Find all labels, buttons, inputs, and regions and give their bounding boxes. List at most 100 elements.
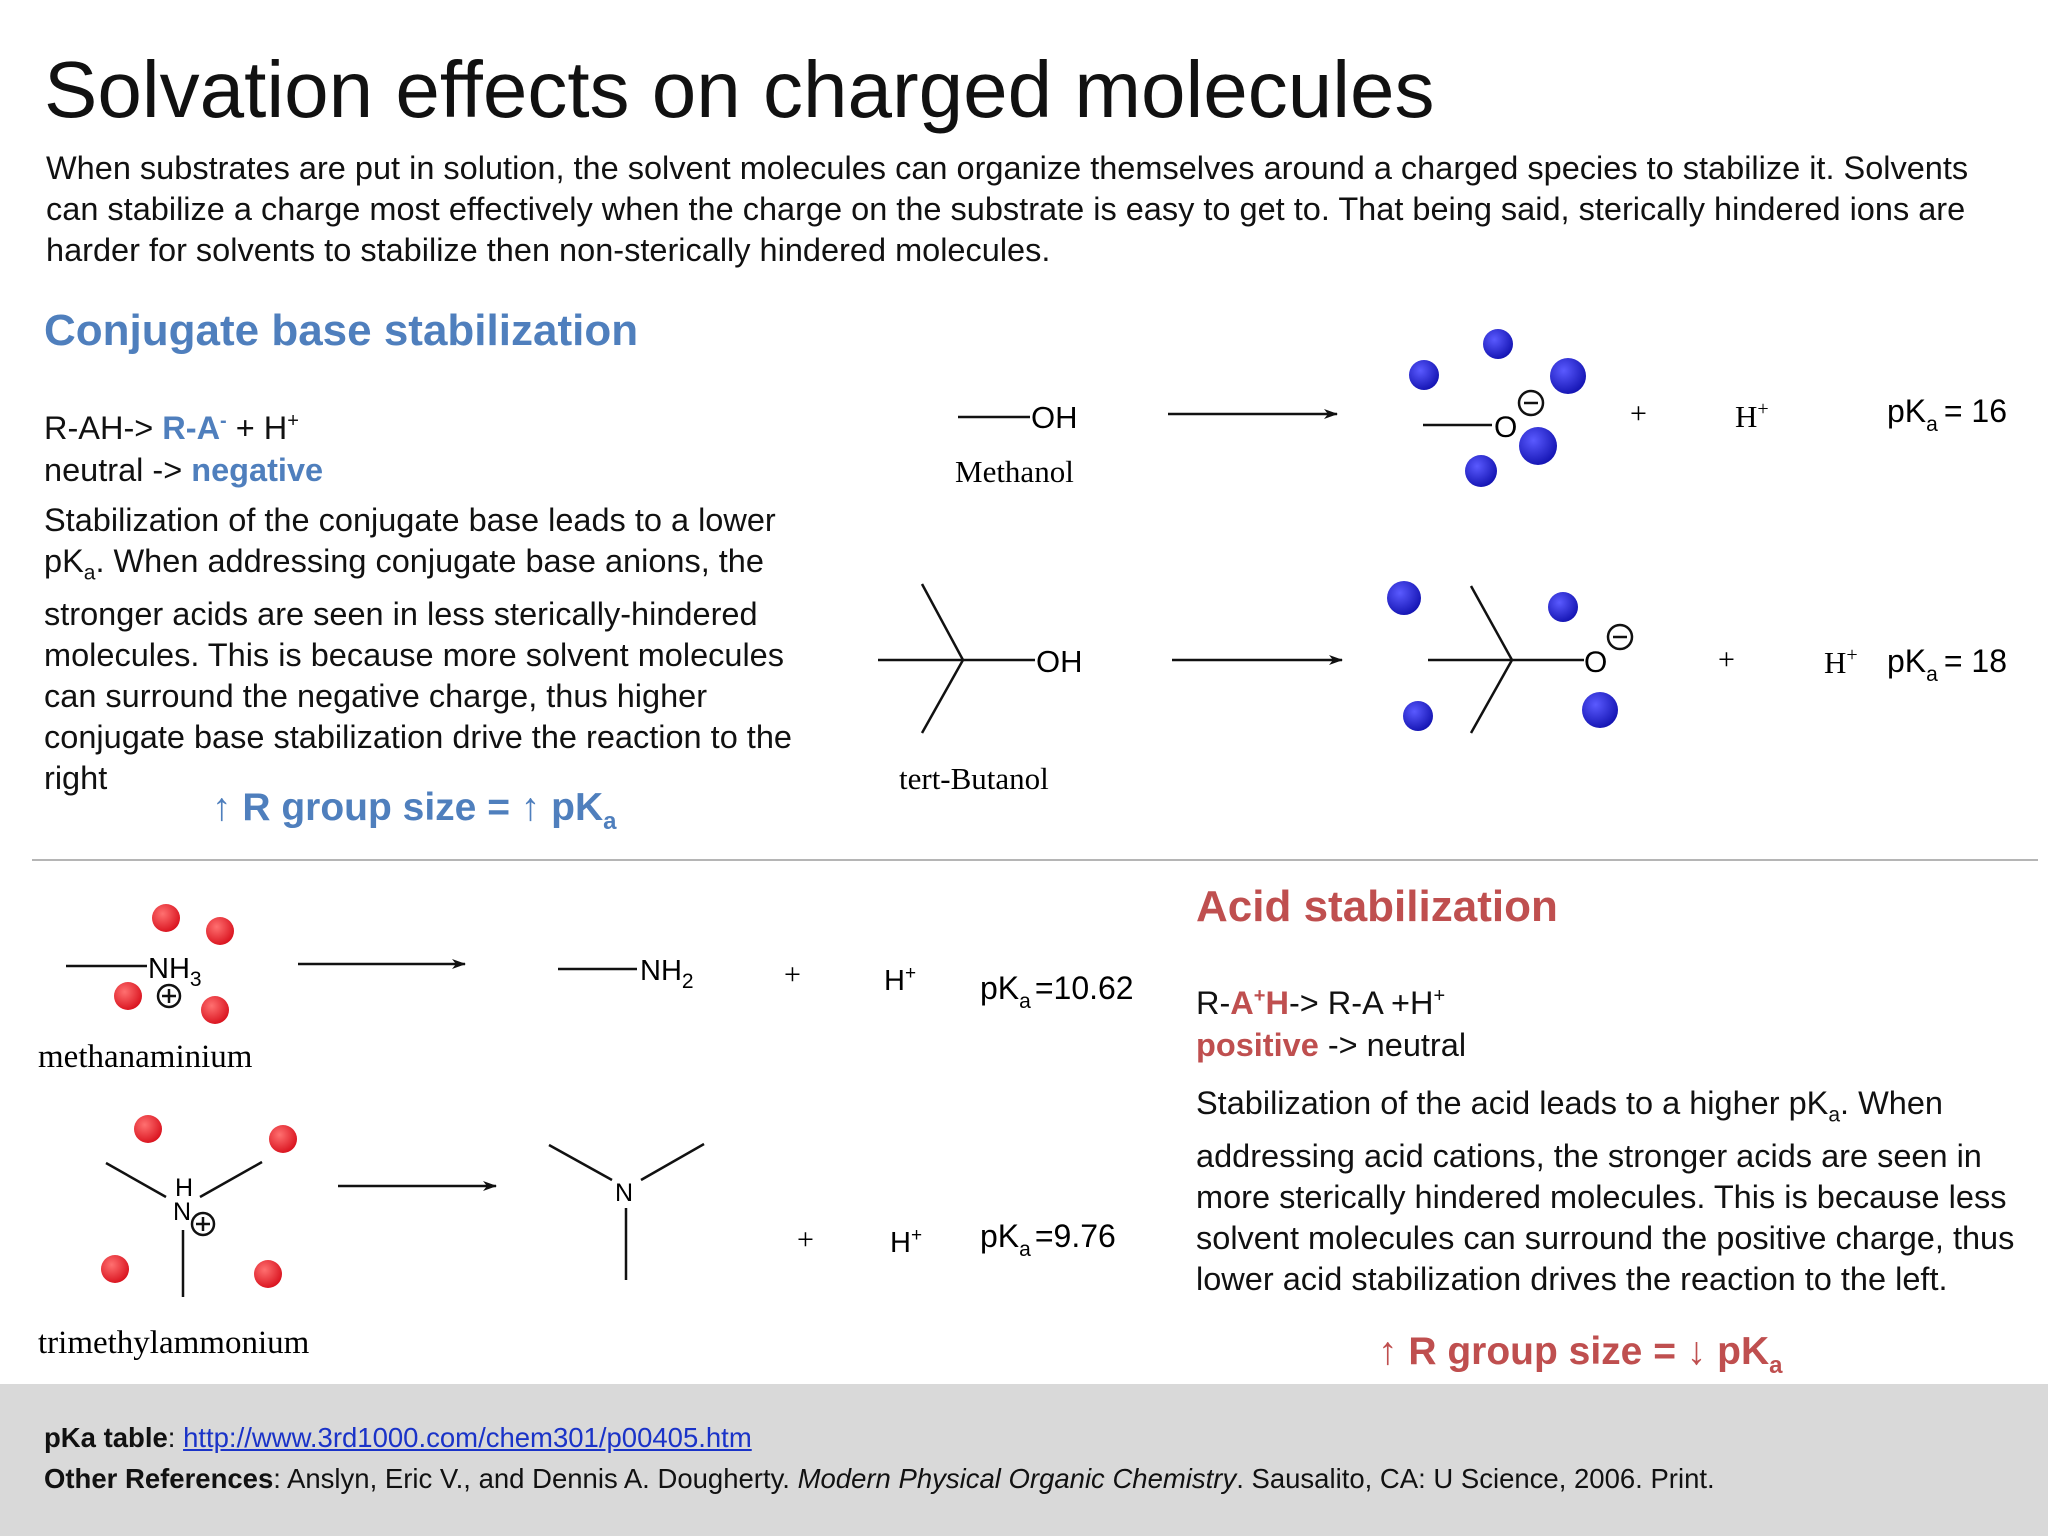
tbutoxide-bond: [1469, 585, 1514, 661]
methanol-pka-value: = 16: [1944, 393, 2007, 429]
conjugate-base-reaction-line: R-AH-> R-A- + H+: [44, 400, 323, 449]
solvent-molecule: [152, 904, 180, 932]
intro-paragraph: When substrates are put in solution, the…: [46, 150, 1969, 268]
solvent-molecule: [1582, 692, 1618, 728]
eq-anion: R-A-: [162, 410, 226, 446]
as-trend-text: ↑ R group size = ↓ pK: [1378, 1330, 1770, 1373]
solvent-molecule: [1550, 358, 1586, 394]
solvent-molecule: [1548, 592, 1578, 622]
acid-equation: R-A+H-> R-A +H+ positive -> neutral: [1196, 975, 1466, 1066]
as-trend-sub: a: [1769, 1351, 1783, 1379]
methanol-proton-charge: +: [1757, 398, 1768, 420]
tbutanol-bond: [920, 583, 965, 661]
trimethylammonium-pka-value: =9.76: [1035, 1218, 1116, 1254]
conjugate-base-trend: ↑ R group size = ↑ pKa: [212, 786, 616, 836]
methanaminium-nh3-label: NH3: [148, 953, 202, 991]
methanol-proton: H+: [1735, 398, 1769, 434]
tbutanol-proton-h: H: [1824, 645, 1846, 680]
methanol-oh-label: OH: [1031, 400, 1078, 435]
trimethylamine-bond: [548, 1143, 613, 1182]
methanaminium-pka: pKa =10.62: [980, 970, 1134, 1013]
as-text-1: Stabilization of the acid leads to a hig…: [1196, 1085, 1829, 1121]
acid-change-right: -> neutral: [1327, 1026, 1467, 1063]
tbutoxide-negative-charge-icon: [1606, 623, 1634, 651]
tert-butanol-reaction: OH tert-Butanol O + H+ pKa = 18: [878, 581, 2007, 796]
methanaminium-proton-h: H: [884, 965, 905, 997]
tbutanol-oh-label: OH: [1036, 644, 1083, 679]
cb-trend-text: ↑ R group size = ↑ pK: [212, 786, 604, 829]
nh2-text: NH: [640, 955, 682, 987]
cb-text-1: Stabilization of the conjugate base lead…: [44, 502, 776, 579]
eq-anion-charge: -: [220, 410, 227, 432]
methanol-pka-sub: a: [1926, 413, 1938, 436]
page-title: Solvation effects on charged molecules: [44, 45, 1435, 134]
tbutanol-bond: [920, 659, 965, 734]
solvent-molecule: [134, 1115, 162, 1143]
solvent-molecule: [1409, 360, 1439, 390]
acid-change-left: positive: [1196, 1026, 1319, 1063]
tbutanol-name: tert-Butanol: [899, 761, 1049, 796]
solvent-molecule: [254, 1260, 282, 1288]
conjugate-base-heading: Conjugate base stabilization: [44, 306, 639, 355]
acid-heading: Acid stabilization: [1196, 882, 1558, 931]
methanol-plus: +: [1630, 397, 1647, 430]
tbutanol-plus: +: [1718, 643, 1735, 676]
as-text-sub: a: [1828, 1103, 1841, 1127]
as-text-2: . When addressing acid cations, the stro…: [1196, 1085, 2015, 1297]
nh2-sub: 2: [682, 970, 694, 993]
section-divider: [32, 859, 2038, 861]
acid-charge-change: positive -> neutral: [1196, 1024, 1466, 1066]
methanol-name: Methanol: [955, 454, 1074, 489]
conjugate-base-equation: R-AH-> R-A- + H+ neutral -> negative: [44, 400, 323, 491]
methanaminium-pka-sub: a: [1019, 990, 1031, 1013]
methoxide-negative-charge-icon: [1517, 389, 1545, 417]
conjugate-base-explanation: Stabilization of the conjugate base lead…: [44, 500, 844, 799]
ref2-authors: : Anslyn, Eric V., and Dennis A. Dougher…: [273, 1463, 798, 1494]
trimethylammonium-pka-sub: a: [1019, 1238, 1031, 1261]
solvent-molecule: [1403, 701, 1433, 731]
methanaminium-name: methanaminium: [38, 1039, 253, 1075]
methanaminium-pka-value: =10.62: [1035, 970, 1134, 1006]
acid-trend: ↑ R group size = ↓ pKa: [1378, 1330, 1782, 1380]
acid-eq-6: +: [1433, 985, 1446, 1007]
methanol-pka-pk: pK: [1887, 393, 1926, 429]
trimethylamine-bond: [640, 1142, 705, 1182]
acid-reaction-line: R-A+H-> R-A +H+: [1196, 975, 1466, 1024]
change-left: neutral ->: [44, 451, 183, 488]
trimethylammonium-proton-charge: +: [911, 1225, 922, 1246]
ref2-publisher: . Sausalito, CA: U Science, 2006. Print.: [1236, 1463, 1715, 1494]
methoxide-o-label: O: [1494, 411, 1517, 444]
eq-left: R-AH->: [44, 409, 154, 446]
acid-eq-5: -> R-A +H: [1288, 984, 1434, 1021]
solvent-molecule: [269, 1125, 297, 1153]
cb-text-2: . When addressing conjugate base anions,…: [44, 543, 792, 796]
solvent-molecule: [1465, 455, 1497, 487]
reference-other: Other References: Anslyn, Eric V., and D…: [44, 1463, 1715, 1495]
tbutanol-proton-charge: +: [1846, 644, 1857, 666]
methanol-pka: pKa = 16: [1887, 393, 2007, 436]
solvent-molecule: [206, 917, 234, 945]
solvent-molecule: [201, 996, 229, 1024]
methanol-proton-h: H: [1735, 399, 1757, 434]
eq-right-text: + H: [235, 409, 288, 446]
solvent-molecule: [1519, 427, 1557, 465]
ref2-label: Other References: [44, 1463, 274, 1494]
pka-table-link[interactable]: http://www.3rd1000.com/chem301/p00405.ht…: [183, 1422, 752, 1453]
eq-right: + H+: [236, 410, 299, 446]
trimethylammonium-proton-h: H: [890, 1227, 911, 1259]
ref1-sep: :: [167, 1422, 184, 1453]
methanaminium-plus: +: [784, 958, 801, 991]
trimethylammonium-pka-pk: pK: [980, 1218, 1019, 1254]
cb-text-sub: a: [83, 561, 96, 585]
methanaminium-reaction: NH3 methanaminium NH2 + H+ pKa =10.62: [38, 904, 1134, 1075]
reaction-diagrams: OH Methanol O + H+ pKa = 16 OH tert-Butan…: [38, 329, 2007, 1361]
methylamine-nh2-label: NH2: [640, 955, 694, 993]
tbutanol-proton: H+: [1824, 644, 1858, 680]
trimethylammonium-bond: [105, 1161, 167, 1199]
solvent-molecule: [1387, 581, 1421, 615]
acid-eq-1: R-: [1196, 984, 1231, 1021]
solvent-molecule: [114, 982, 142, 1010]
methanaminium-pka-pk: pK: [980, 970, 1019, 1006]
eq-right-charge: +: [287, 410, 299, 432]
eq-anion-text: R-A: [162, 409, 221, 446]
